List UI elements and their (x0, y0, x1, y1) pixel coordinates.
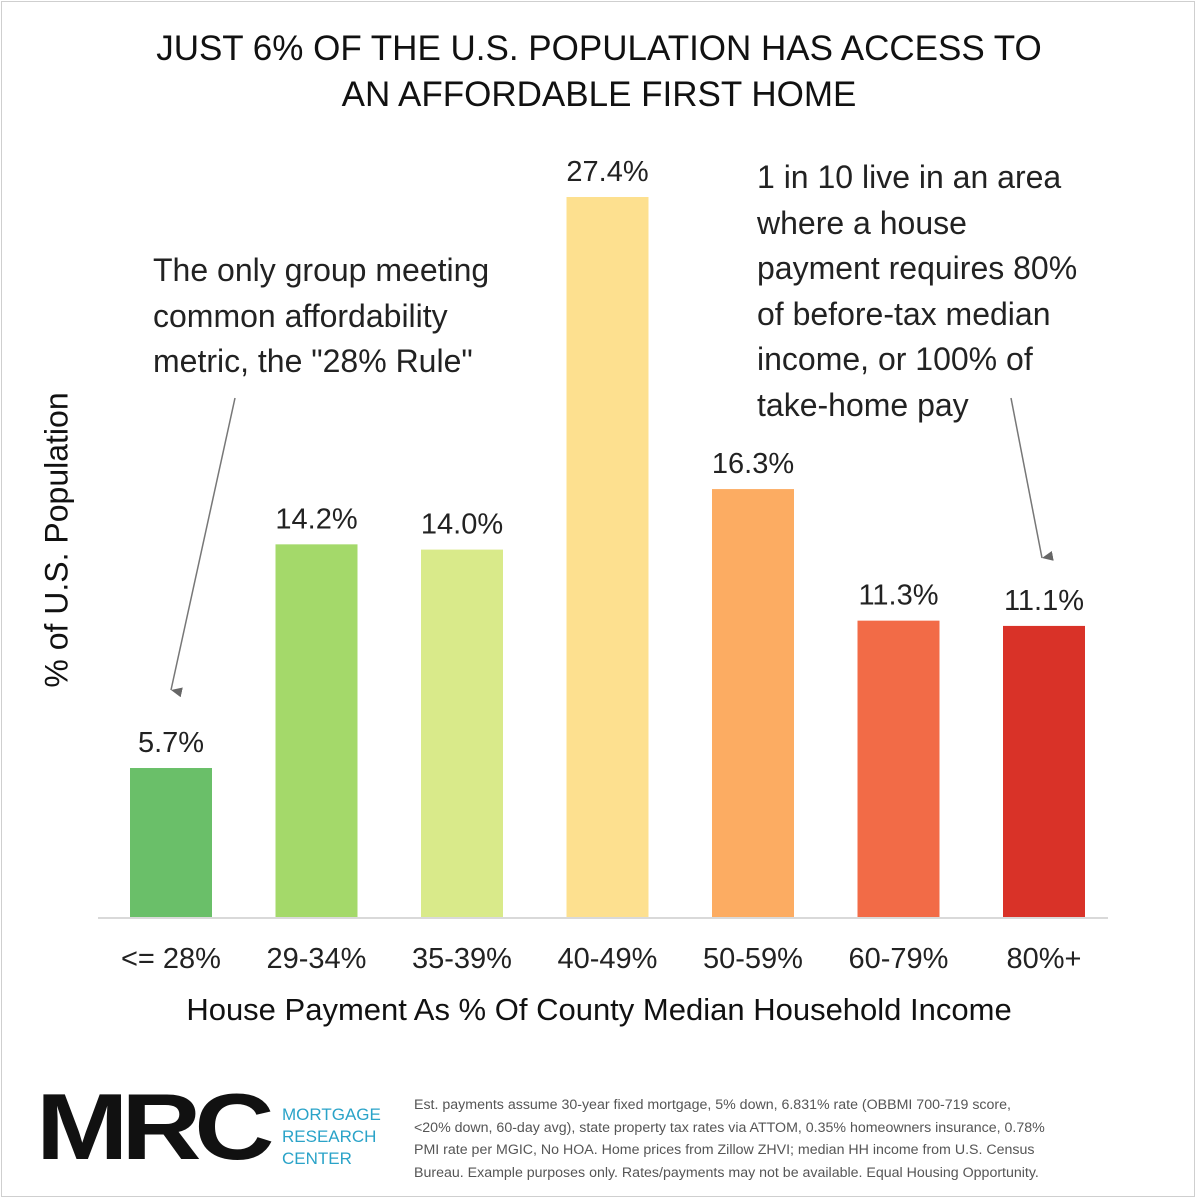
annotation-right-line: 1 in 10 live in an area (757, 159, 1062, 195)
footnote-line: <20% down, 60-day avg), state property t… (414, 1119, 1045, 1136)
footnote-line: PMI rate per MGIC, No HOA. Home prices f… (414, 1142, 1035, 1158)
x-tick-label: 50-59% (703, 943, 803, 975)
mrc-logo: MRC (36, 1074, 274, 1179)
annotation-28-percent-rule: The only group meeting common affordabil… (153, 248, 489, 385)
annotation-right-line: income, or 100% of (757, 341, 1033, 377)
logo-wordmark: MORTGAGE RESEARCH CENTER (282, 1104, 381, 1170)
x-tick-label: 35-39% (412, 943, 512, 975)
annotation-right-line: where a house (757, 204, 967, 241)
annotation-left-line: common affordability (153, 297, 448, 334)
chart-title-line-1: JUST 6% OF THE U.S. POPULATION HAS ACCES… (156, 29, 1042, 68)
annotation-right-line: take-home pay (757, 386, 969, 423)
bar-value-label: 14.2% (275, 503, 357, 535)
chart-title: JUST 6% OF THE U.S. POPULATION HAS ACCES… (0, 26, 1198, 118)
logo-line: MORTGAGE (282, 1105, 381, 1124)
x-tick-label: <= 28% (121, 943, 221, 975)
bar-0 (130, 768, 212, 918)
x-axis-label: House Payment As % Of County Median Hous… (186, 992, 1012, 1027)
bar-3 (566, 197, 649, 918)
bar-value-label: 11.1% (1004, 585, 1084, 617)
bar-6 (1003, 625, 1085, 918)
annotation-one-in-ten: 1 in 10 live in an area where a house pa… (757, 155, 1077, 428)
bar-1 (275, 544, 358, 918)
annotation-left-line: The only group meeting (153, 252, 490, 288)
bar-4 (712, 489, 794, 918)
bar-value-label: 16.3% (712, 448, 794, 480)
bar-2 (421, 549, 503, 918)
logo-line: CENTER (282, 1149, 352, 1168)
annotation-right-line: payment requires 80% (757, 250, 1078, 286)
x-tick-label: 80%+ (1007, 943, 1082, 975)
bar-5 (857, 620, 940, 918)
footnote-line: Bureau. Example purposes only. Rates/pay… (414, 1164, 1039, 1181)
annotation-left-line: metric, the "28% Rule" (153, 343, 473, 379)
annotation-arrow-right (1010, 397, 1054, 561)
bar-value-label: 14.0% (421, 509, 503, 541)
x-tick-label: 60-79% (849, 943, 949, 975)
footnote-line: Est. payments assume 30-year fixed mortg… (414, 1097, 1011, 1113)
x-tick-label: 29-34% (267, 943, 367, 975)
bar-value-label: 27.4% (566, 156, 648, 188)
bar-value-label: 5.7% (138, 727, 204, 759)
annotation-right-line: of before-tax median (757, 295, 1051, 332)
logo-line: RESEARCH (282, 1127, 377, 1146)
annotation-arrow-left (170, 397, 236, 698)
bar-value-label: 11.3% (858, 580, 938, 612)
methodology-footnote: Est. payments assume 30-year fixed mortg… (414, 1094, 1045, 1184)
chart-title-line-2: AN AFFORDABLE FIRST HOME (341, 75, 857, 114)
x-tick-label: 40-49% (558, 943, 658, 975)
